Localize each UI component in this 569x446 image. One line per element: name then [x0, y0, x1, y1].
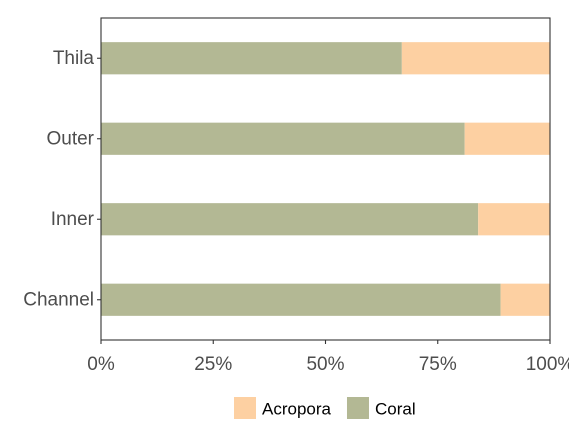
- legend-label-coral: Coral: [375, 400, 416, 419]
- bar-acropora-thila: [401, 42, 550, 75]
- bar-coral-channel: [101, 283, 501, 316]
- x-tick-label: 100%: [526, 354, 569, 375]
- y-tick-label: Inner: [51, 209, 95, 230]
- bar-acropora-channel: [500, 283, 550, 316]
- y-tick-label: Thila: [53, 48, 95, 69]
- legend-key-acropora: [234, 397, 256, 419]
- legend-label-acropora: Acropora: [262, 400, 332, 419]
- y-tick-label: Outer: [46, 128, 94, 149]
- bar-coral-thila: [101, 42, 402, 75]
- x-tick-label: 0%: [87, 354, 115, 375]
- x-axis: 0% 25% 50% 75% 100%: [87, 340, 569, 375]
- bar-acropora-inner: [478, 203, 550, 236]
- bars-layer: [101, 42, 550, 316]
- legend-key-coral: [346, 397, 369, 419]
- x-tick-label: 75%: [419, 354, 457, 375]
- bar-coral-inner: [101, 203, 479, 236]
- legend: Acropora Coral: [234, 397, 416, 419]
- x-tick-label: 25%: [194, 354, 232, 375]
- bar-acropora-outer: [464, 122, 550, 155]
- x-tick-label: 50%: [306, 354, 344, 375]
- y-tick-label: Channel: [23, 289, 94, 310]
- bar-coral-outer: [101, 122, 465, 155]
- y-axis: Channel Inner Outer Thila: [23, 48, 101, 310]
